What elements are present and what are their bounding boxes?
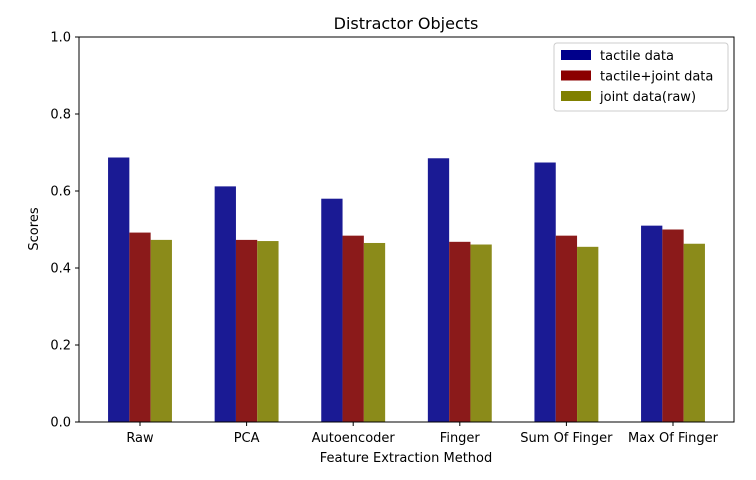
bar-3-4 bbox=[470, 244, 492, 422]
legend-swatch bbox=[561, 50, 591, 60]
bar-1-6 bbox=[641, 225, 663, 422]
x-tick-label: Sum Of Finger bbox=[520, 431, 613, 446]
bar-2-1 bbox=[129, 232, 151, 422]
bar-1-1 bbox=[108, 157, 130, 422]
legend-swatch bbox=[561, 70, 591, 81]
y-tick-label: 0.6 bbox=[50, 185, 71, 200]
bar-2-5 bbox=[555, 235, 578, 422]
y-tick-label: 0.2 bbox=[50, 339, 71, 354]
x-tick-label: Autoencoder bbox=[312, 431, 396, 446]
legend-label: tactile data bbox=[600, 49, 674, 64]
bar-3-2 bbox=[257, 241, 279, 422]
y-axis-ticks: 0.0 0.2 0.4 0.6 0.8 1.0 bbox=[50, 31, 79, 431]
legend-label: tactile+joint data bbox=[600, 70, 713, 85]
x-axis-ticks: Raw PCA Autoencoder Finger Sum Of Finger Max … bbox=[126, 422, 719, 446]
x-tick-label: Finger bbox=[440, 431, 481, 446]
chart-title: Distractor Objects bbox=[334, 14, 479, 33]
y-tick-label: 0.8 bbox=[50, 108, 71, 123]
bar-1-4 bbox=[427, 158, 450, 422]
bar-2-3 bbox=[342, 235, 364, 422]
y-tick-label: 1.0 bbox=[50, 31, 71, 46]
legend: tactile data tactile+joint data joint data… bbox=[553, 42, 729, 112]
bar-1-3 bbox=[321, 198, 343, 422]
y-tick-label: 0.0 bbox=[50, 416, 71, 431]
bar-2-4 bbox=[449, 241, 471, 422]
x-tick-label: Max Of Finger bbox=[628, 431, 719, 446]
plot-frame bbox=[78, 36, 735, 423]
x-tick-label: PCA bbox=[234, 431, 260, 446]
y-tick-label: 0.4 bbox=[50, 262, 71, 277]
bar-3-5 bbox=[577, 246, 599, 422]
legend-frame bbox=[553, 42, 729, 112]
bar-1-5 bbox=[534, 162, 556, 422]
bars-layer bbox=[108, 157, 705, 422]
y-axis-label: Scores bbox=[27, 207, 42, 250]
x-axis-label: Feature Extraction Method bbox=[320, 451, 493, 466]
bar-3-3 bbox=[363, 242, 386, 422]
bar-1-2 bbox=[214, 186, 236, 422]
bar-3-6 bbox=[683, 243, 705, 422]
bar-2-6 bbox=[662, 229, 684, 422]
legend-swatch bbox=[561, 91, 591, 101]
bar-3-1 bbox=[150, 239, 172, 422]
bar-2-2 bbox=[235, 239, 258, 422]
x-tick-label: Raw bbox=[126, 431, 154, 446]
legend-label: joint data(raw) bbox=[599, 90, 696, 105]
